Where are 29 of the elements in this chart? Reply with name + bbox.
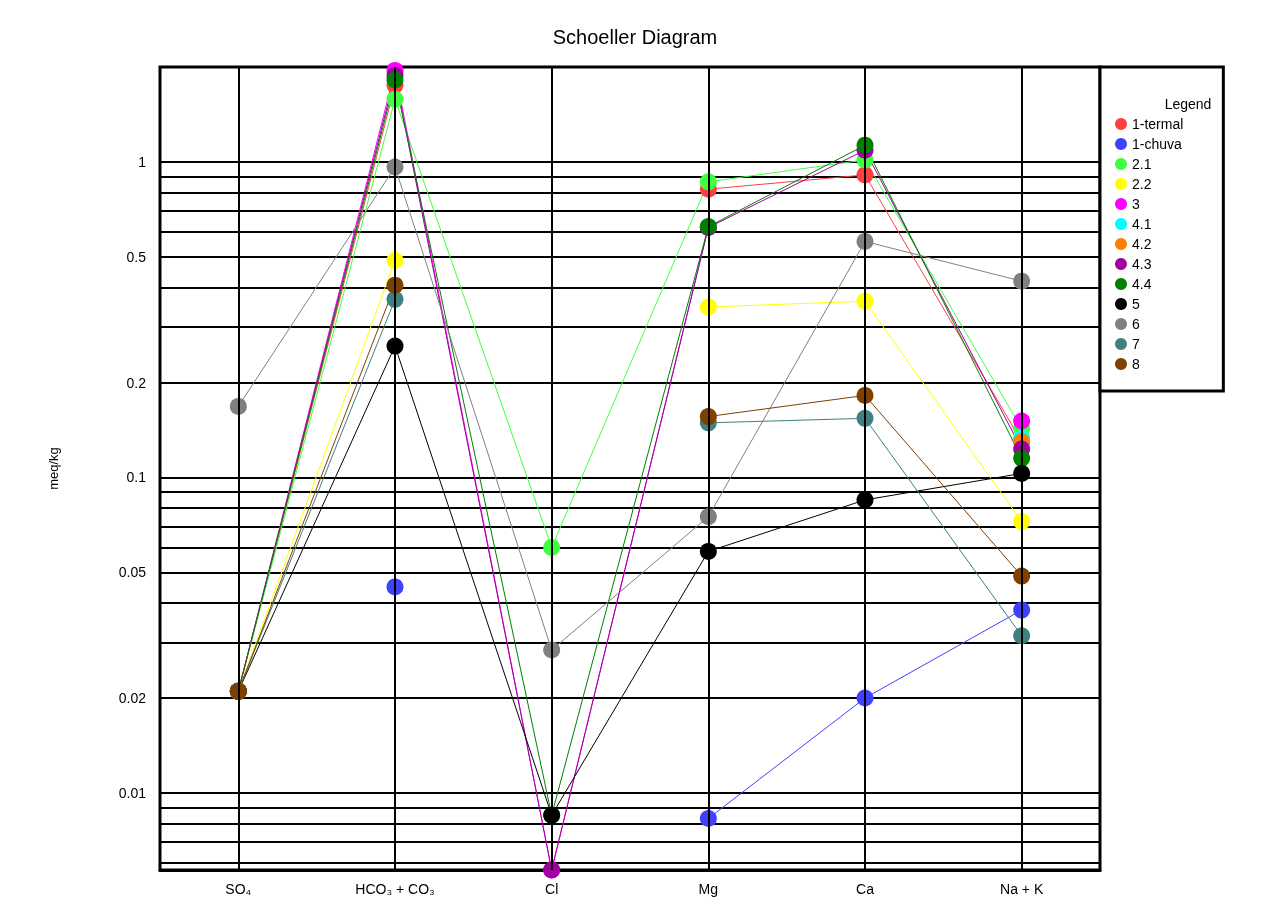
legend-label: 5 — [1132, 296, 1140, 312]
y-axis-title: meq/kg — [46, 447, 61, 490]
legend-label: 4.2 — [1132, 236, 1152, 252]
y-tick-label: 0.5 — [126, 248, 147, 265]
x-tick-label: HCO₃ + CO₃ — [355, 881, 435, 897]
x-tick-label: Ca — [856, 881, 875, 897]
legend-label: 1-termal — [1132, 116, 1184, 132]
y-tick-label: 0.01 — [118, 784, 147, 801]
chart-title: Schoeller Diagram — [552, 26, 718, 48]
y-tick-label: 0.02 — [118, 690, 147, 706]
legend-label: 6 — [1132, 316, 1140, 332]
x-tick-label: Mg — [698, 881, 719, 897]
legend-label: 4.1 — [1132, 216, 1152, 232]
legend-label: 7 — [1132, 336, 1140, 352]
x-tick-label: Cl — [545, 881, 559, 897]
legend-label: 3 — [1132, 196, 1140, 212]
y-tick-label: 0.1 — [126, 469, 147, 486]
legend-label: 2.2 — [1132, 176, 1152, 192]
legend-label: 8 — [1132, 356, 1140, 372]
y-tick-label: 1 — [138, 153, 147, 170]
legend-label: 1-chuva — [1132, 136, 1183, 152]
x-tick-label: SO₄ — [225, 881, 252, 897]
x-tick-label: Na + K — [1000, 881, 1044, 897]
y-tick-label: 0.05 — [118, 564, 147, 581]
legend-label: 4.3 — [1132, 256, 1152, 272]
legend-title: Legend — [1164, 96, 1212, 112]
legend-label: 2.1 — [1132, 156, 1152, 172]
y-tick-label: 0.2 — [126, 374, 147, 391]
legend-label: 4.4 — [1132, 276, 1152, 292]
